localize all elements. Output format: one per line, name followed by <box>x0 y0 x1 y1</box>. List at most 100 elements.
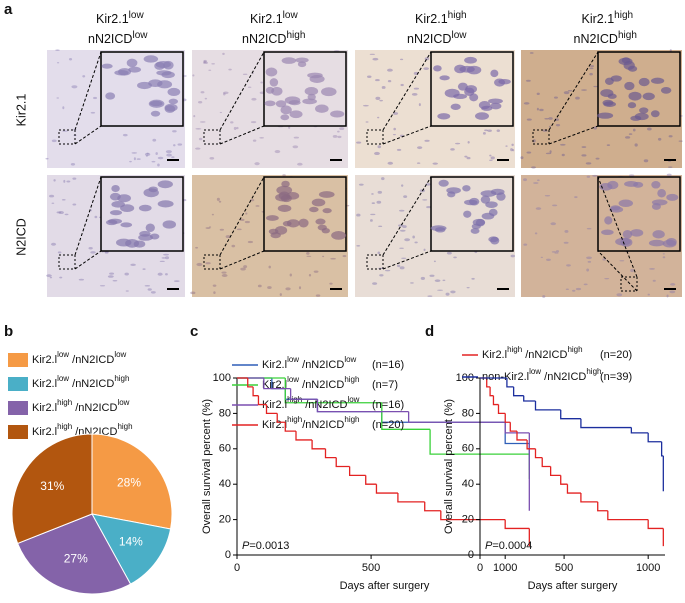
cell-nucleus <box>270 232 281 239</box>
tissue-texture <box>593 85 598 88</box>
tissue-texture <box>377 190 383 194</box>
cell-nucleus <box>101 63 113 69</box>
tissue-texture <box>523 178 527 182</box>
text-part: Kir2.l <box>32 426 57 438</box>
cell-nucleus <box>143 55 159 63</box>
column-header: nN2ICDhigh <box>242 30 305 47</box>
x-tick-label: 1000 <box>493 562 517 574</box>
legend-n: (n=16) <box>372 359 404 371</box>
km-step <box>276 413 286 423</box>
tissue-texture <box>649 267 655 270</box>
km-step <box>549 466 561 476</box>
tissue-texture <box>161 257 166 259</box>
text-part: non-Kir2.l <box>482 371 529 383</box>
tissue-texture <box>652 279 656 282</box>
legend-label: Kir2.llow /nN2ICDlow <box>32 350 127 366</box>
zoom-box <box>58 254 76 270</box>
text-part: high <box>286 30 305 41</box>
tissue-texture <box>482 132 486 135</box>
cell-nucleus <box>651 203 661 210</box>
tissue-texture <box>669 49 672 52</box>
cell-nucleus <box>466 65 482 75</box>
text-part: low <box>129 10 145 21</box>
cell-nucleus <box>265 67 278 77</box>
tissue-texture <box>401 257 407 259</box>
tissue-texture <box>157 163 160 167</box>
tissue-texture <box>604 277 610 280</box>
cell-nucleus <box>148 186 158 193</box>
tissue-texture <box>586 268 590 272</box>
tissue-texture <box>213 291 216 295</box>
row-label: N2ICD <box>14 218 28 256</box>
tissue-texture <box>563 91 570 95</box>
zoom-line <box>219 125 265 145</box>
cell-nucleus <box>297 61 307 68</box>
tissue-texture <box>109 272 115 275</box>
cell-nucleus <box>472 218 486 226</box>
tissue-texture <box>634 143 638 147</box>
tissue-texture <box>212 284 217 287</box>
tissue-texture <box>377 251 381 255</box>
legend-label: Kir2.lhigh /nN2ICDlow <box>262 395 360 411</box>
tissue-texture <box>563 241 569 244</box>
tissue-texture <box>412 235 415 239</box>
tissue-texture <box>424 139 430 142</box>
tissue-texture <box>144 284 151 287</box>
tissue-texture <box>90 251 96 254</box>
cell-nucleus <box>627 102 637 109</box>
km-step <box>295 431 313 441</box>
tissue-texture <box>533 182 539 184</box>
row-label: Kir2.1 <box>14 94 28 127</box>
km-step <box>647 519 664 530</box>
km-step <box>560 475 568 485</box>
tissue-texture <box>585 162 592 165</box>
km-step <box>504 519 530 530</box>
km-step <box>534 401 561 411</box>
zoom-line <box>74 176 102 256</box>
tissue-texture <box>417 146 423 150</box>
tissue-texture <box>53 179 56 182</box>
cell-nucleus <box>464 87 475 96</box>
km-step <box>407 411 506 423</box>
km-step <box>512 386 524 397</box>
text-part: high <box>567 345 582 354</box>
column-header: nN2ICDlow <box>407 30 467 47</box>
cell-nucleus <box>639 107 649 114</box>
tissue-texture <box>595 157 600 160</box>
cell-nucleus <box>155 60 172 68</box>
cell-nucleus <box>111 200 125 208</box>
tissue-texture <box>58 211 64 215</box>
tissue-texture <box>71 85 78 89</box>
tissue-texture <box>292 145 299 149</box>
legend-swatch <box>8 353 28 367</box>
tissue-texture <box>560 143 566 146</box>
tissue-texture <box>400 83 404 87</box>
tissue-texture <box>55 49 60 52</box>
cell-nucleus <box>470 228 480 234</box>
cell-nucleus <box>168 98 179 105</box>
tissue-texture <box>165 273 168 276</box>
cell-nucleus <box>280 114 290 121</box>
text-part: low <box>529 367 541 376</box>
y-tick-label: 60 <box>462 443 474 455</box>
tissue-texture <box>82 75 86 78</box>
km-step <box>424 501 441 512</box>
cell-nucleus <box>295 57 309 63</box>
tissue-texture <box>198 101 203 104</box>
text-part: Kir2.1 <box>415 12 448 26</box>
tissue-texture <box>50 242 57 246</box>
text-part: /nN2ICD <box>299 379 344 391</box>
km-step <box>375 484 398 494</box>
text-part: low <box>451 30 467 41</box>
tissue-texture <box>251 97 257 101</box>
zoom-line <box>382 250 432 270</box>
tissue-texture <box>219 228 224 231</box>
tissue-texture <box>510 254 515 258</box>
tissue-texture <box>177 143 183 146</box>
tissue-texture <box>313 270 319 273</box>
tissue-texture <box>195 246 199 249</box>
tissue-texture <box>420 276 426 280</box>
tissue-texture <box>285 287 291 291</box>
km-step <box>486 378 491 388</box>
cell-nucleus <box>149 100 163 107</box>
